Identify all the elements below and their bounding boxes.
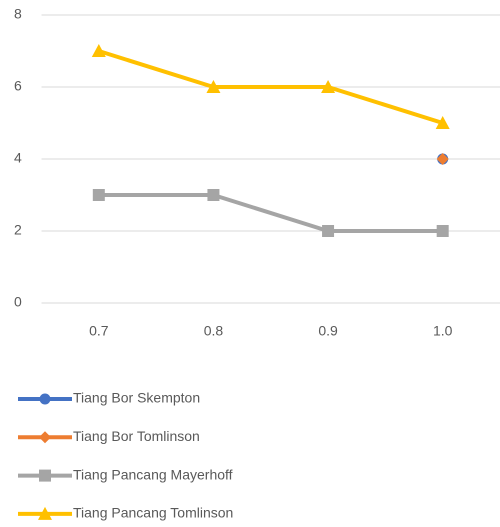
y-tick-label: 4 <box>14 150 22 166</box>
legend-marker <box>38 506 52 520</box>
data-point <box>321 80 336 93</box>
legend-label: Tiang Bor Skempton <box>73 390 200 406</box>
x-tick-label: 1.0 <box>433 323 453 339</box>
legend-marker <box>39 393 51 405</box>
data-point <box>92 189 105 201</box>
data-point <box>207 189 220 201</box>
data-point <box>206 80 221 93</box>
data-point <box>322 225 335 237</box>
y-tick-label: 2 <box>14 222 22 238</box>
x-tick-label: 0.9 <box>318 323 338 339</box>
legend-label: Tiang Pancang Tomlinson <box>73 505 233 521</box>
series-line <box>98 49 444 125</box>
y-tick-label: 6 <box>14 78 22 94</box>
y-tick-label: 0 <box>14 294 22 310</box>
legend-label: Tiang Bor Tomlinson <box>73 428 200 444</box>
series-line <box>98 193 443 233</box>
legend-label: Tiang Pancang Mayerhoff <box>73 466 233 482</box>
y-tick-label: 8 <box>14 6 22 22</box>
data-point <box>435 116 450 129</box>
data-point <box>436 225 449 237</box>
legend-marker <box>39 431 51 444</box>
data-point <box>91 44 106 57</box>
x-tick-label: 0.7 <box>89 323 109 339</box>
data-point <box>436 153 449 165</box>
x-tick-label: 0.8 <box>204 323 224 339</box>
legend-marker <box>39 469 51 482</box>
